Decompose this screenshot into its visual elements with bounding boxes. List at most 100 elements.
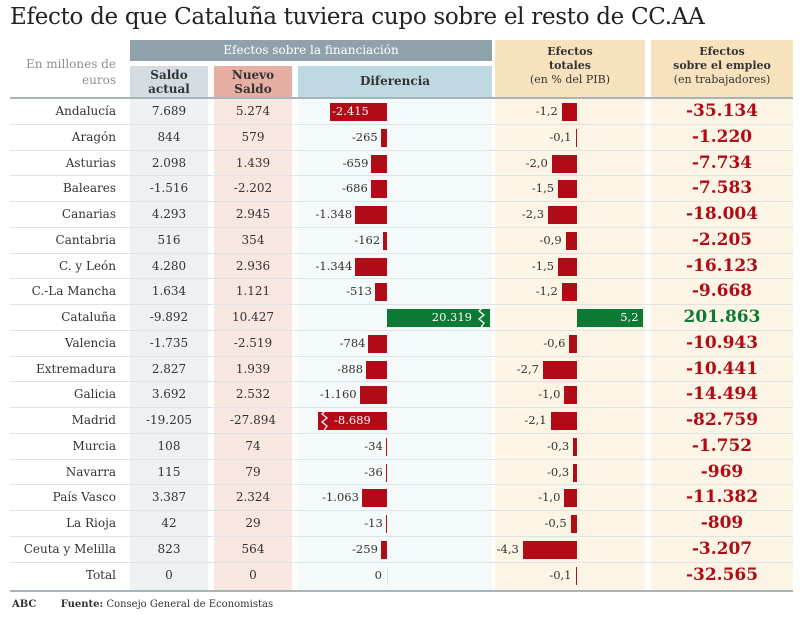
region-name: Asturias	[65, 155, 116, 170]
nuevo-saldo-value: -2.519	[233, 335, 273, 350]
efectos-empleo-value: -969	[700, 461, 744, 482]
efectos-totales-label: -1,2	[535, 104, 558, 118]
saldo-actual-value: 4.293	[151, 207, 187, 221]
region-name: Andalucía	[55, 104, 116, 118]
row-divider	[10, 252, 793, 254]
region-name: Cataluña	[61, 310, 116, 324]
region-name: La Rioja	[66, 516, 116, 530]
row-divider	[10, 175, 793, 177]
saldo-actual-value: 108	[157, 438, 181, 453]
efectos-empleo-value: -809	[700, 513, 744, 533]
row-divider	[10, 510, 793, 511]
efectos-totales-label: -0,6	[543, 335, 566, 350]
table-row: Ceuta y Melilla 823 564 -259 -4,3 -3.207	[0, 537, 800, 563]
table-top-rule	[10, 97, 793, 99]
row-divider	[10, 561, 793, 563]
footer-brand: ABC	[12, 599, 37, 610]
footer-source: Consejo General de Economistas	[106, 599, 274, 610]
header-emp-line3: (en trabajadores)	[673, 73, 771, 86]
efectos-empleo-value: -10.441	[685, 358, 759, 379]
region-name: Baleares	[62, 181, 116, 196]
region-name: C.-La Mancha	[31, 284, 116, 299]
efectos-empleo-value: -1.752	[691, 435, 753, 456]
diferencia-label: -888	[337, 361, 364, 376]
saldo-actual-value: 844	[157, 129, 181, 144]
table-row: Extremadura 2.827 1.939 -888 -2,7 -10.441	[0, 357, 800, 383]
row-divider	[10, 201, 793, 202]
region-name: Galicia	[73, 387, 116, 402]
saldo-actual-value: 3.387	[151, 490, 187, 505]
efectos-totales-label: -2,0	[525, 155, 548, 170]
table-row: Aragón 844 579 -265 -0,1 -1.220	[0, 125, 800, 151]
efectos-totales-bar	[551, 154, 577, 173]
saldo-actual-value: 115	[157, 464, 181, 479]
nuevo-saldo-value: 2.324	[235, 490, 271, 505]
region-name: Murcia	[72, 438, 116, 453]
footer: ABC Fuente: Consejo General de Economist…	[12, 599, 273, 610]
axis-break-icon	[477, 306, 487, 330]
header-nuevo-saldo: Nuevo Saldo	[214, 66, 292, 97]
efectos-totales-bar	[570, 515, 577, 533]
nuevo-saldo-value: 564	[241, 541, 265, 556]
row-divider	[10, 304, 793, 305]
diferencia-label: -659	[342, 155, 369, 170]
axis-break-icon	[320, 409, 330, 433]
diferencia-bar	[359, 386, 387, 405]
efectos-totales-bar	[558, 180, 577, 199]
diferencia-zero-tick	[387, 566, 388, 585]
saldo-actual-value: -9.892	[149, 310, 189, 324]
saldo-actual-value: -19.205	[145, 413, 193, 427]
region-name: Extremadura	[35, 361, 116, 376]
efectos-empleo-value: -7.583	[691, 178, 753, 199]
header-tot-line2: totales	[549, 59, 591, 72]
region-name: Canarias	[61, 207, 116, 221]
efectos-totales-label: -0,1	[549, 567, 572, 582]
header-emp-line1: Efectos	[699, 45, 745, 58]
header-nuevo-line2: Saldo	[234, 82, 272, 96]
table-row: C.-La Mancha 1.634 1.121 -513 -1,2 -9.668	[0, 279, 800, 305]
efectos-totales-bar	[550, 412, 577, 430]
diferencia-label: -162	[354, 232, 381, 247]
efectos-empleo-value: -82.759	[685, 410, 759, 430]
diferencia-label: -1.344	[315, 258, 353, 273]
efectos-totales-label: -2,7	[516, 361, 539, 376]
efectos-totales-bar	[564, 386, 577, 405]
row-divider	[10, 432, 793, 434]
header-saldo-line1: Saldo	[150, 68, 188, 82]
diferencia-label: -784	[339, 335, 366, 350]
saldo-actual-value: 2.098	[151, 155, 187, 170]
table-row: La Rioja 42 29 -13 -0,5 -809	[0, 511, 800, 537]
saldo-actual-value: 42	[161, 516, 177, 530]
table-row: Baleares -1.516 -2.202 -686 -1,5 -7.583	[0, 176, 800, 202]
diferencia-bar	[380, 128, 387, 147]
region-name: Ceuta y Melilla	[23, 541, 116, 556]
nuevo-saldo-value: 29	[245, 516, 261, 530]
diferencia-bar	[387, 309, 490, 327]
table-row: Navarra 115 79 -36 -0,3 -969	[0, 460, 800, 486]
table-row: Andalucía 7.689 5.274 -2.415 -1,2 -35.134	[0, 99, 800, 125]
efectos-empleo-value: -9.668	[691, 281, 753, 302]
diferencia-bar	[366, 360, 387, 379]
diferencia-label: -8.689	[334, 413, 371, 427]
efectos-totales-bar	[548, 206, 577, 224]
nuevo-saldo-value: 2.945	[235, 207, 271, 221]
header-efectos-financiacion: Efectos sobre la financiación	[130, 40, 492, 61]
saldo-actual-value: 2.827	[151, 361, 187, 376]
nuevo-saldo-value: -2.202	[233, 181, 273, 196]
diferencia-label: -265	[351, 129, 378, 144]
header-nuevo-line1: Nuevo	[231, 68, 275, 82]
diferencia-bar	[368, 334, 387, 353]
chart-title: Efecto de que Cataluña tuviera cupo sobr…	[10, 4, 705, 30]
diferencia-bar	[330, 103, 387, 121]
table-row: C. y León 4.280 2.936 -1.344 -1,5 -16.123	[0, 254, 800, 280]
saldo-actual-value: 823	[157, 541, 181, 556]
row-divider	[10, 381, 793, 383]
efectos-empleo-value: -18.004	[685, 204, 759, 224]
saldo-actual-value: 0	[165, 567, 173, 582]
efectos-totales-bar	[573, 463, 577, 482]
efectos-totales-label: -1,5	[531, 181, 555, 196]
row-divider	[10, 407, 793, 408]
row-divider	[10, 123, 793, 125]
diferencia-label: -1.063	[322, 490, 359, 505]
diferencia-label: -686	[341, 181, 368, 196]
